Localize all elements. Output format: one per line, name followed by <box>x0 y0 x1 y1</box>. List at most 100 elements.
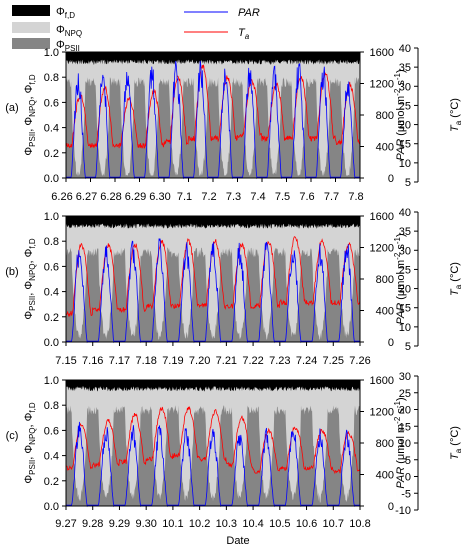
y-axis-title: ΦPSII, ΦNPQ, Φf,D <box>23 74 37 155</box>
ta-tick-label: 5 <box>405 455 411 467</box>
par-tick-label: 1200 <box>370 407 394 419</box>
y-axis-title: ΦPSII, ΦNPQ, Φf,D <box>23 238 37 319</box>
x-tick-label: 6.28 <box>100 191 121 203</box>
x-tick-label: 9.28 <box>82 518 103 530</box>
y-tick-label: 0.8 <box>44 400 59 412</box>
x-tick-label: 7.24 <box>296 355 317 367</box>
par-tick-label: 0 <box>388 337 394 349</box>
y-tick-label: 0.0 <box>44 337 59 349</box>
ta-tick-label: 10 <box>399 158 411 170</box>
x-tick-label: 7.15 <box>55 355 76 367</box>
x-tick-label: 7.3 <box>226 191 241 203</box>
ta-tick-label: 40 <box>399 43 411 55</box>
par-tick-label: 0 <box>388 501 394 513</box>
par-line <box>66 238 360 344</box>
ta-tick-label: 30 <box>399 245 411 257</box>
par-tick-label: 800 <box>376 110 394 122</box>
y-tick-label: 0.0 <box>44 501 59 513</box>
y-tick-label: 0.8 <box>44 236 59 248</box>
panel-label: (b) <box>5 266 18 278</box>
x-tick-label: 10.2 <box>189 518 210 530</box>
ta-axis-title: Ta (°C) <box>449 98 463 132</box>
par-tick-label: 1200 <box>370 243 394 255</box>
x-axis-title: Date <box>226 535 249 547</box>
panel-2: 0.0 0.2 0.4 0.6 0.8 1.0 0 400 800 1200 1600 5 10 15 20… <box>5 207 463 367</box>
y-axis-title: ΦPSII, ΦNPQ, Φf,D <box>23 402 37 483</box>
y-tick-label: 1.0 <box>44 47 59 59</box>
x-tick-label: 9.29 <box>109 518 130 530</box>
legend-swatch-phi-PSII <box>12 38 50 49</box>
ta-tick-label: 5 <box>405 341 411 353</box>
ta-tick-label: 40 <box>399 207 411 219</box>
ta-tick-label: 15 <box>399 303 411 315</box>
y-tick-label: 0.0 <box>44 173 59 185</box>
x-tick-label: 9.27 <box>55 518 76 530</box>
x-tick-label: 7.16 <box>82 355 103 367</box>
par-axis-title: PAR (μmol m-2 s-1) <box>393 233 407 324</box>
ta-tick-label: 25 <box>399 264 411 276</box>
x-tick-label: 10.3 <box>216 518 237 530</box>
par-tick-label: 800 <box>376 438 394 450</box>
par-tick-label: 800 <box>376 274 394 286</box>
ta-tick-label: 30 <box>399 81 411 93</box>
ta-axis-title: Ta (°C) <box>449 426 463 460</box>
y-tick-label: 0.6 <box>44 261 59 273</box>
y-tick-label: 0.2 <box>44 312 59 324</box>
x-tick-label: 7.23 <box>269 355 290 367</box>
x-tick-label: 10.8 <box>349 518 370 530</box>
x-tick-label: 6.26 <box>51 191 72 203</box>
x-tick-label: 7.5 <box>275 191 290 203</box>
ta-axis-title: Ta (°C) <box>449 262 463 296</box>
y-tick-label: 0.4 <box>44 451 59 463</box>
ta-tick-label: -10 <box>395 505 411 517</box>
x-tick-label: 7.19 <box>162 355 183 367</box>
ta-tick-label: 30 <box>399 371 411 383</box>
ta-tick-label: 0 <box>405 472 411 484</box>
x-tick-label: 7.17 <box>109 355 130 367</box>
par-tick-label: 400 <box>376 306 394 318</box>
par-line <box>66 421 360 508</box>
x-tick-label: 7.2 <box>201 191 216 203</box>
y-tick-label: 0.2 <box>44 148 59 160</box>
ta-tick-label: 20 <box>399 284 411 296</box>
x-tick-label: 7.20 <box>189 355 210 367</box>
par-tick-label: 400 <box>376 142 394 154</box>
par-tick-label: 1600 <box>370 47 394 59</box>
y-tick-label: 0.4 <box>44 123 59 135</box>
panel-1: 0.0 0.2 0.4 0.6 0.8 1.0 0 400 800 1200 1600 5 10 15 20… <box>5 43 463 203</box>
y-tick-label: 1.0 <box>44 375 59 387</box>
y-tick-label: 0.6 <box>44 97 59 109</box>
y-tick-label: 0.8 <box>44 72 59 84</box>
panel-3: 0.0 0.2 0.4 0.6 0.8 1.0 0 400 800 1200 1600 -10 -5 0 5… <box>6 371 463 530</box>
ta-tick-label: 35 <box>399 226 411 238</box>
x-tick-label: 9.30 <box>135 518 156 530</box>
par-tick-label: 1600 <box>370 211 394 223</box>
y-tick-label: 0.2 <box>44 476 59 488</box>
x-tick-label: 6.30 <box>149 191 170 203</box>
phi-PSII-area <box>66 247 360 342</box>
x-tick-label: 10.4 <box>242 518 263 530</box>
ta-tick-label: 35 <box>399 62 411 74</box>
x-tick-label: 6.29 <box>125 191 146 203</box>
par-line <box>66 60 360 180</box>
x-tick-label: 7.7 <box>324 191 339 203</box>
ta-tick-label: 10 <box>399 322 411 334</box>
y-tick-label: 0.4 <box>44 287 59 299</box>
x-tick-label: 7.4 <box>250 191 265 203</box>
x-tick-label: 7.8 <box>348 191 363 203</box>
phi-PSII-area <box>66 405 360 506</box>
ta-tick-label: 15 <box>399 139 411 151</box>
ta-tick-label: 15 <box>399 421 411 433</box>
x-tick-label: 10.5 <box>269 518 290 530</box>
legend-label-ta: Ta <box>238 27 250 41</box>
ta-tick-label: -5 <box>401 488 411 500</box>
x-tick-label: 7.26 <box>349 355 370 367</box>
legend-label-phi-PSII: ΦPSII <box>56 39 80 53</box>
x-tick-label: 6.27 <box>76 191 97 203</box>
ta-tick-label: 20 <box>399 405 411 417</box>
y-tick-label: 0.6 <box>44 425 59 437</box>
x-tick-label: 7.18 <box>135 355 156 367</box>
x-tick-label: 7.25 <box>323 355 344 367</box>
ta-line <box>65 405 361 475</box>
